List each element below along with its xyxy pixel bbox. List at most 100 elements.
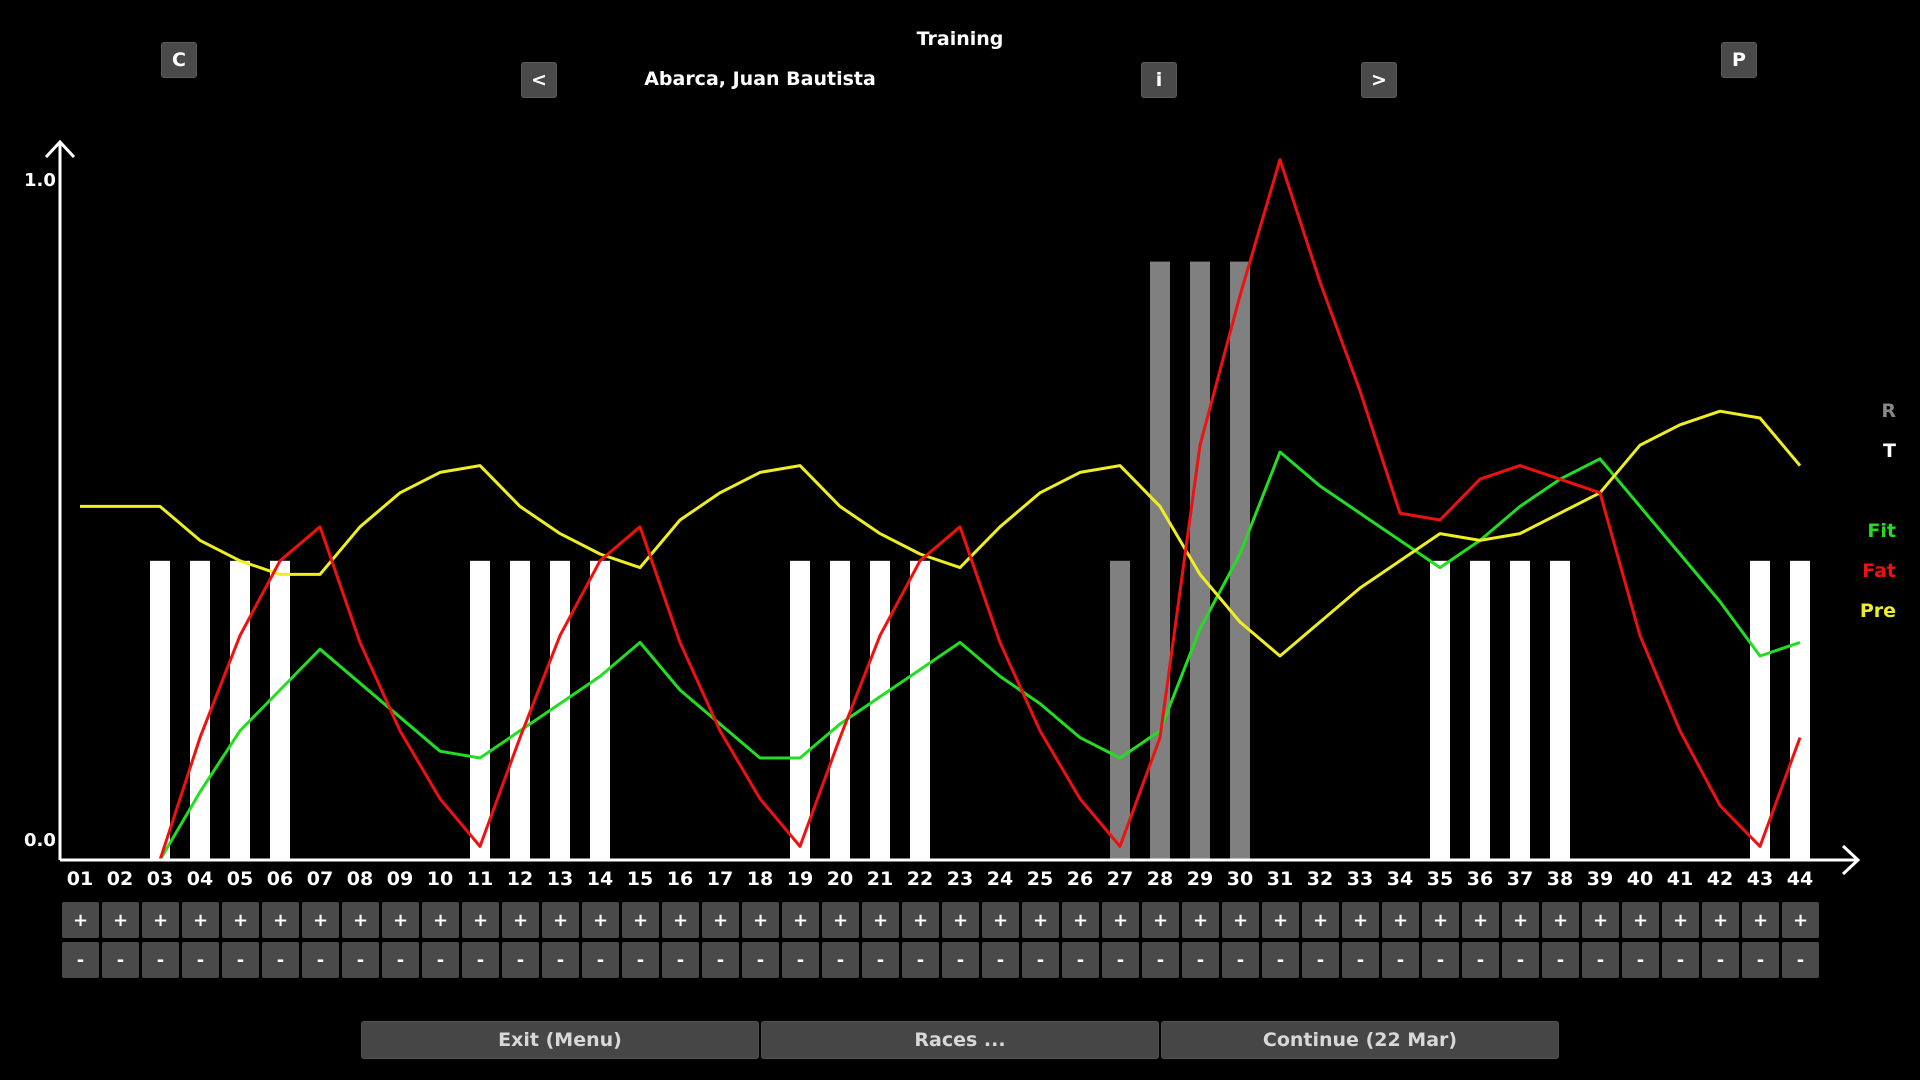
increase-day-27-button[interactable]: +: [1102, 902, 1139, 938]
next-rider-button[interactable]: >: [1361, 62, 1397, 98]
decrease-day-26-button[interactable]: -: [1062, 942, 1099, 978]
increase-day-07-button[interactable]: +: [302, 902, 339, 938]
decrease-day-41-button[interactable]: -: [1662, 942, 1699, 978]
increase-day-09-button[interactable]: +: [382, 902, 419, 938]
increase-day-37-button[interactable]: +: [1502, 902, 1539, 938]
decrease-day-29-button[interactable]: -: [1182, 942, 1219, 978]
decrease-day-24-button[interactable]: -: [982, 942, 1019, 978]
increase-day-16-button[interactable]: +: [662, 902, 699, 938]
increase-day-43-button[interactable]: +: [1742, 902, 1779, 938]
decrease-day-38-button[interactable]: -: [1542, 942, 1579, 978]
increase-day-36-button[interactable]: +: [1462, 902, 1499, 938]
decrease-day-09-button[interactable]: -: [382, 942, 419, 978]
increase-day-06-button[interactable]: +: [262, 902, 299, 938]
increase-day-34-button[interactable]: +: [1382, 902, 1419, 938]
increase-day-18-button[interactable]: +: [742, 902, 779, 938]
decrease-day-08-button[interactable]: -: [342, 942, 379, 978]
increase-day-10-button[interactable]: +: [422, 902, 459, 938]
series-line-fit: [80, 450, 1801, 862]
increase-day-12-button[interactable]: +: [502, 902, 539, 938]
decrease-day-37-button[interactable]: -: [1502, 942, 1539, 978]
increase-day-17-button[interactable]: +: [702, 902, 739, 938]
increase-day-31-button[interactable]: +: [1262, 902, 1299, 938]
increase-day-20-button[interactable]: +: [822, 902, 859, 938]
increase-day-40-button[interactable]: +: [1622, 902, 1659, 938]
decrease-day-10-button[interactable]: -: [422, 942, 459, 978]
day-label-25: 25: [1026, 868, 1054, 890]
decrease-day-32-button[interactable]: -: [1302, 942, 1339, 978]
decrease-day-35-button[interactable]: -: [1422, 942, 1459, 978]
decrease-day-15-button[interactable]: -: [622, 942, 659, 978]
decrease-day-18-button[interactable]: -: [742, 942, 779, 978]
day-label-12: 12: [506, 868, 534, 890]
previous-rider-button[interactable]: <: [521, 62, 557, 98]
decrease-day-01-button[interactable]: -: [62, 942, 99, 978]
info-button[interactable]: i: [1141, 62, 1177, 98]
decrease-day-04-button[interactable]: -: [182, 942, 219, 978]
increase-day-01-button[interactable]: +: [62, 902, 99, 938]
decrease-day-42-button[interactable]: -: [1702, 942, 1739, 978]
p-button[interactable]: P: [1721, 42, 1757, 78]
increase-day-05-button[interactable]: +: [222, 902, 259, 938]
decrease-day-13-button[interactable]: -: [542, 942, 579, 978]
decrease-day-30-button[interactable]: -: [1222, 942, 1259, 978]
decrease-day-07-button[interactable]: -: [302, 942, 339, 978]
decrease-day-40-button[interactable]: -: [1622, 942, 1659, 978]
decrease-day-17-button[interactable]: -: [702, 942, 739, 978]
decrease-day-02-button[interactable]: -: [102, 942, 139, 978]
decrease-day-36-button[interactable]: -: [1462, 942, 1499, 978]
increase-day-04-button[interactable]: +: [182, 902, 219, 938]
decrease-day-21-button[interactable]: -: [862, 942, 899, 978]
c-button[interactable]: C: [161, 42, 197, 78]
increase-day-26-button[interactable]: +: [1062, 902, 1099, 938]
decrease-day-44-button[interactable]: -: [1782, 942, 1819, 978]
increase-day-25-button[interactable]: +: [1022, 902, 1059, 938]
increase-day-19-button[interactable]: +: [782, 902, 819, 938]
increase-day-03-button[interactable]: +: [142, 902, 179, 938]
increase-day-13-button[interactable]: +: [542, 902, 579, 938]
increase-day-14-button[interactable]: +: [582, 902, 619, 938]
increase-day-41-button[interactable]: +: [1662, 902, 1699, 938]
increase-day-23-button[interactable]: +: [942, 902, 979, 938]
increase-day-35-button[interactable]: +: [1422, 902, 1459, 938]
increase-day-42-button[interactable]: +: [1702, 902, 1739, 938]
decrease-day-39-button[interactable]: -: [1582, 942, 1619, 978]
decrease-day-25-button[interactable]: -: [1022, 942, 1059, 978]
decrease-day-05-button[interactable]: -: [222, 942, 259, 978]
training-bar-14: [590, 560, 610, 860]
decrease-day-28-button[interactable]: -: [1142, 942, 1179, 978]
decrease-day-27-button[interactable]: -: [1102, 942, 1139, 978]
increase-day-30-button[interactable]: +: [1222, 902, 1259, 938]
races-button[interactable]: Races ...: [761, 1021, 1159, 1059]
increase-day-02-button[interactable]: +: [102, 902, 139, 938]
decrease-day-33-button[interactable]: -: [1342, 942, 1379, 978]
decrease-day-23-button[interactable]: -: [942, 942, 979, 978]
exit-menu-button[interactable]: Exit (Menu): [361, 1021, 759, 1059]
decrease-day-22-button[interactable]: -: [902, 942, 939, 978]
increase-day-08-button[interactable]: +: [342, 902, 379, 938]
decrease-day-31-button[interactable]: -: [1262, 942, 1299, 978]
decrease-day-03-button[interactable]: -: [142, 942, 179, 978]
decrease-day-19-button[interactable]: -: [782, 942, 819, 978]
increase-day-11-button[interactable]: +: [462, 902, 499, 938]
increase-day-32-button[interactable]: +: [1302, 902, 1339, 938]
decrease-day-43-button[interactable]: -: [1742, 942, 1779, 978]
increase-day-33-button[interactable]: +: [1342, 902, 1379, 938]
increase-day-44-button[interactable]: +: [1782, 902, 1819, 938]
increase-day-29-button[interactable]: +: [1182, 902, 1219, 938]
decrease-day-14-button[interactable]: -: [582, 942, 619, 978]
decrease-day-34-button[interactable]: -: [1382, 942, 1419, 978]
decrease-day-06-button[interactable]: -: [262, 942, 299, 978]
increase-day-22-button[interactable]: +: [902, 902, 939, 938]
continue-button[interactable]: Continue (22 Mar): [1161, 1021, 1559, 1059]
increase-day-21-button[interactable]: +: [862, 902, 899, 938]
decrease-day-16-button[interactable]: -: [662, 942, 699, 978]
decrease-day-11-button[interactable]: -: [462, 942, 499, 978]
decrease-day-20-button[interactable]: -: [822, 942, 859, 978]
increase-day-24-button[interactable]: +: [982, 902, 1019, 938]
increase-day-28-button[interactable]: +: [1142, 902, 1179, 938]
decrease-day-12-button[interactable]: -: [502, 942, 539, 978]
increase-day-38-button[interactable]: +: [1542, 902, 1579, 938]
increase-day-39-button[interactable]: +: [1582, 902, 1619, 938]
increase-day-15-button[interactable]: +: [622, 902, 659, 938]
